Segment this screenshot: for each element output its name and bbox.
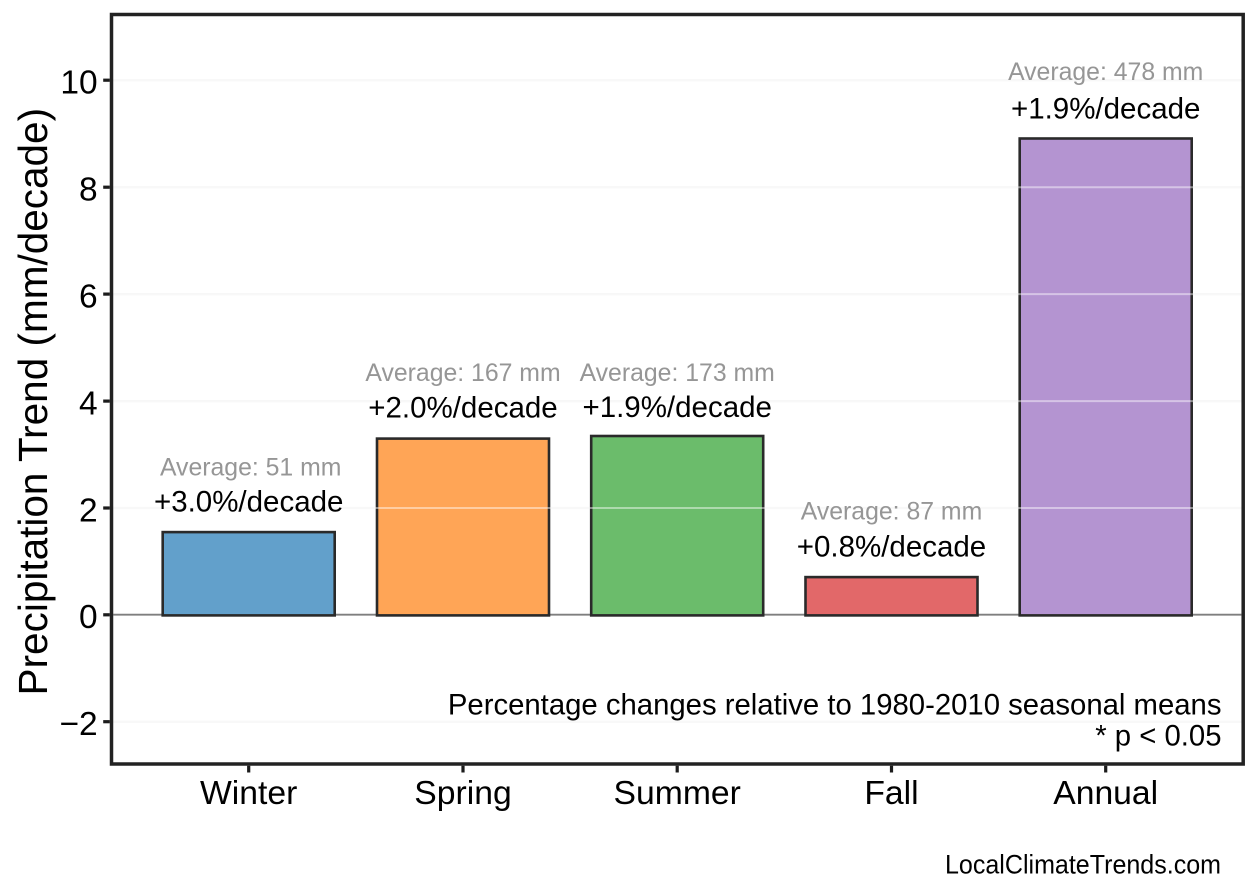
svg-text:+3.0%/decade: +3.0%/decade: [154, 485, 343, 518]
svg-text:4: 4: [79, 386, 98, 423]
svg-text:Precipitation Trend (mm/decade: Precipitation Trend (mm/decade): [10, 108, 56, 696]
svg-text:Average: 173 mm: Average: 173 mm: [580, 360, 775, 387]
svg-text:Spring: Spring: [414, 774, 511, 812]
svg-text:+1.9%/decade: +1.9%/decade: [582, 391, 771, 424]
svg-text:8: 8: [79, 172, 98, 209]
svg-text:2: 2: [79, 492, 98, 529]
svg-text:* p < 0.05: * p < 0.05: [1095, 720, 1221, 753]
svg-text:6: 6: [79, 279, 98, 316]
svg-text:LocalClimateTrends.com: LocalClimateTrends.com: [945, 850, 1221, 880]
svg-text:−2: −2: [59, 706, 97, 743]
svg-text:Annual: Annual: [1053, 774, 1158, 812]
svg-text:+0.8%/decade: +0.8%/decade: [797, 531, 986, 564]
svg-text:Average: 51 mm: Average: 51 mm: [160, 454, 341, 481]
svg-text:+2.0%/decade: +2.0%/decade: [368, 391, 557, 424]
svg-text:0: 0: [79, 599, 98, 636]
svg-text:Average: 478 mm: Average: 478 mm: [1008, 59, 1203, 86]
svg-text:10: 10: [60, 65, 97, 102]
svg-text:Fall: Fall: [864, 774, 918, 812]
svg-text:Percentage changes relative to: Percentage changes relative to 1980-2010…: [448, 689, 1222, 722]
svg-text:Summer: Summer: [614, 774, 741, 812]
svg-text:Winter: Winter: [200, 774, 297, 812]
svg-text:Average: 167 mm: Average: 167 mm: [365, 360, 560, 387]
svg-text:Average: 87 mm: Average: 87 mm: [801, 498, 982, 525]
svg-text:+1.9%/decade: +1.9%/decade: [1011, 92, 1200, 125]
